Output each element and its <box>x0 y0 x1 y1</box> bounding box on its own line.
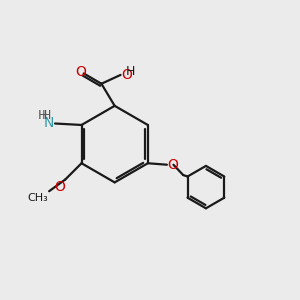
Text: O: O <box>121 68 132 82</box>
Text: O: O <box>75 65 86 79</box>
Text: H: H <box>42 109 52 122</box>
Text: O: O <box>54 180 65 194</box>
Text: O: O <box>167 158 178 172</box>
Text: H: H <box>38 109 47 122</box>
Text: H: H <box>126 65 135 78</box>
Text: N: N <box>43 116 53 130</box>
Text: CH₃: CH₃ <box>27 193 48 203</box>
